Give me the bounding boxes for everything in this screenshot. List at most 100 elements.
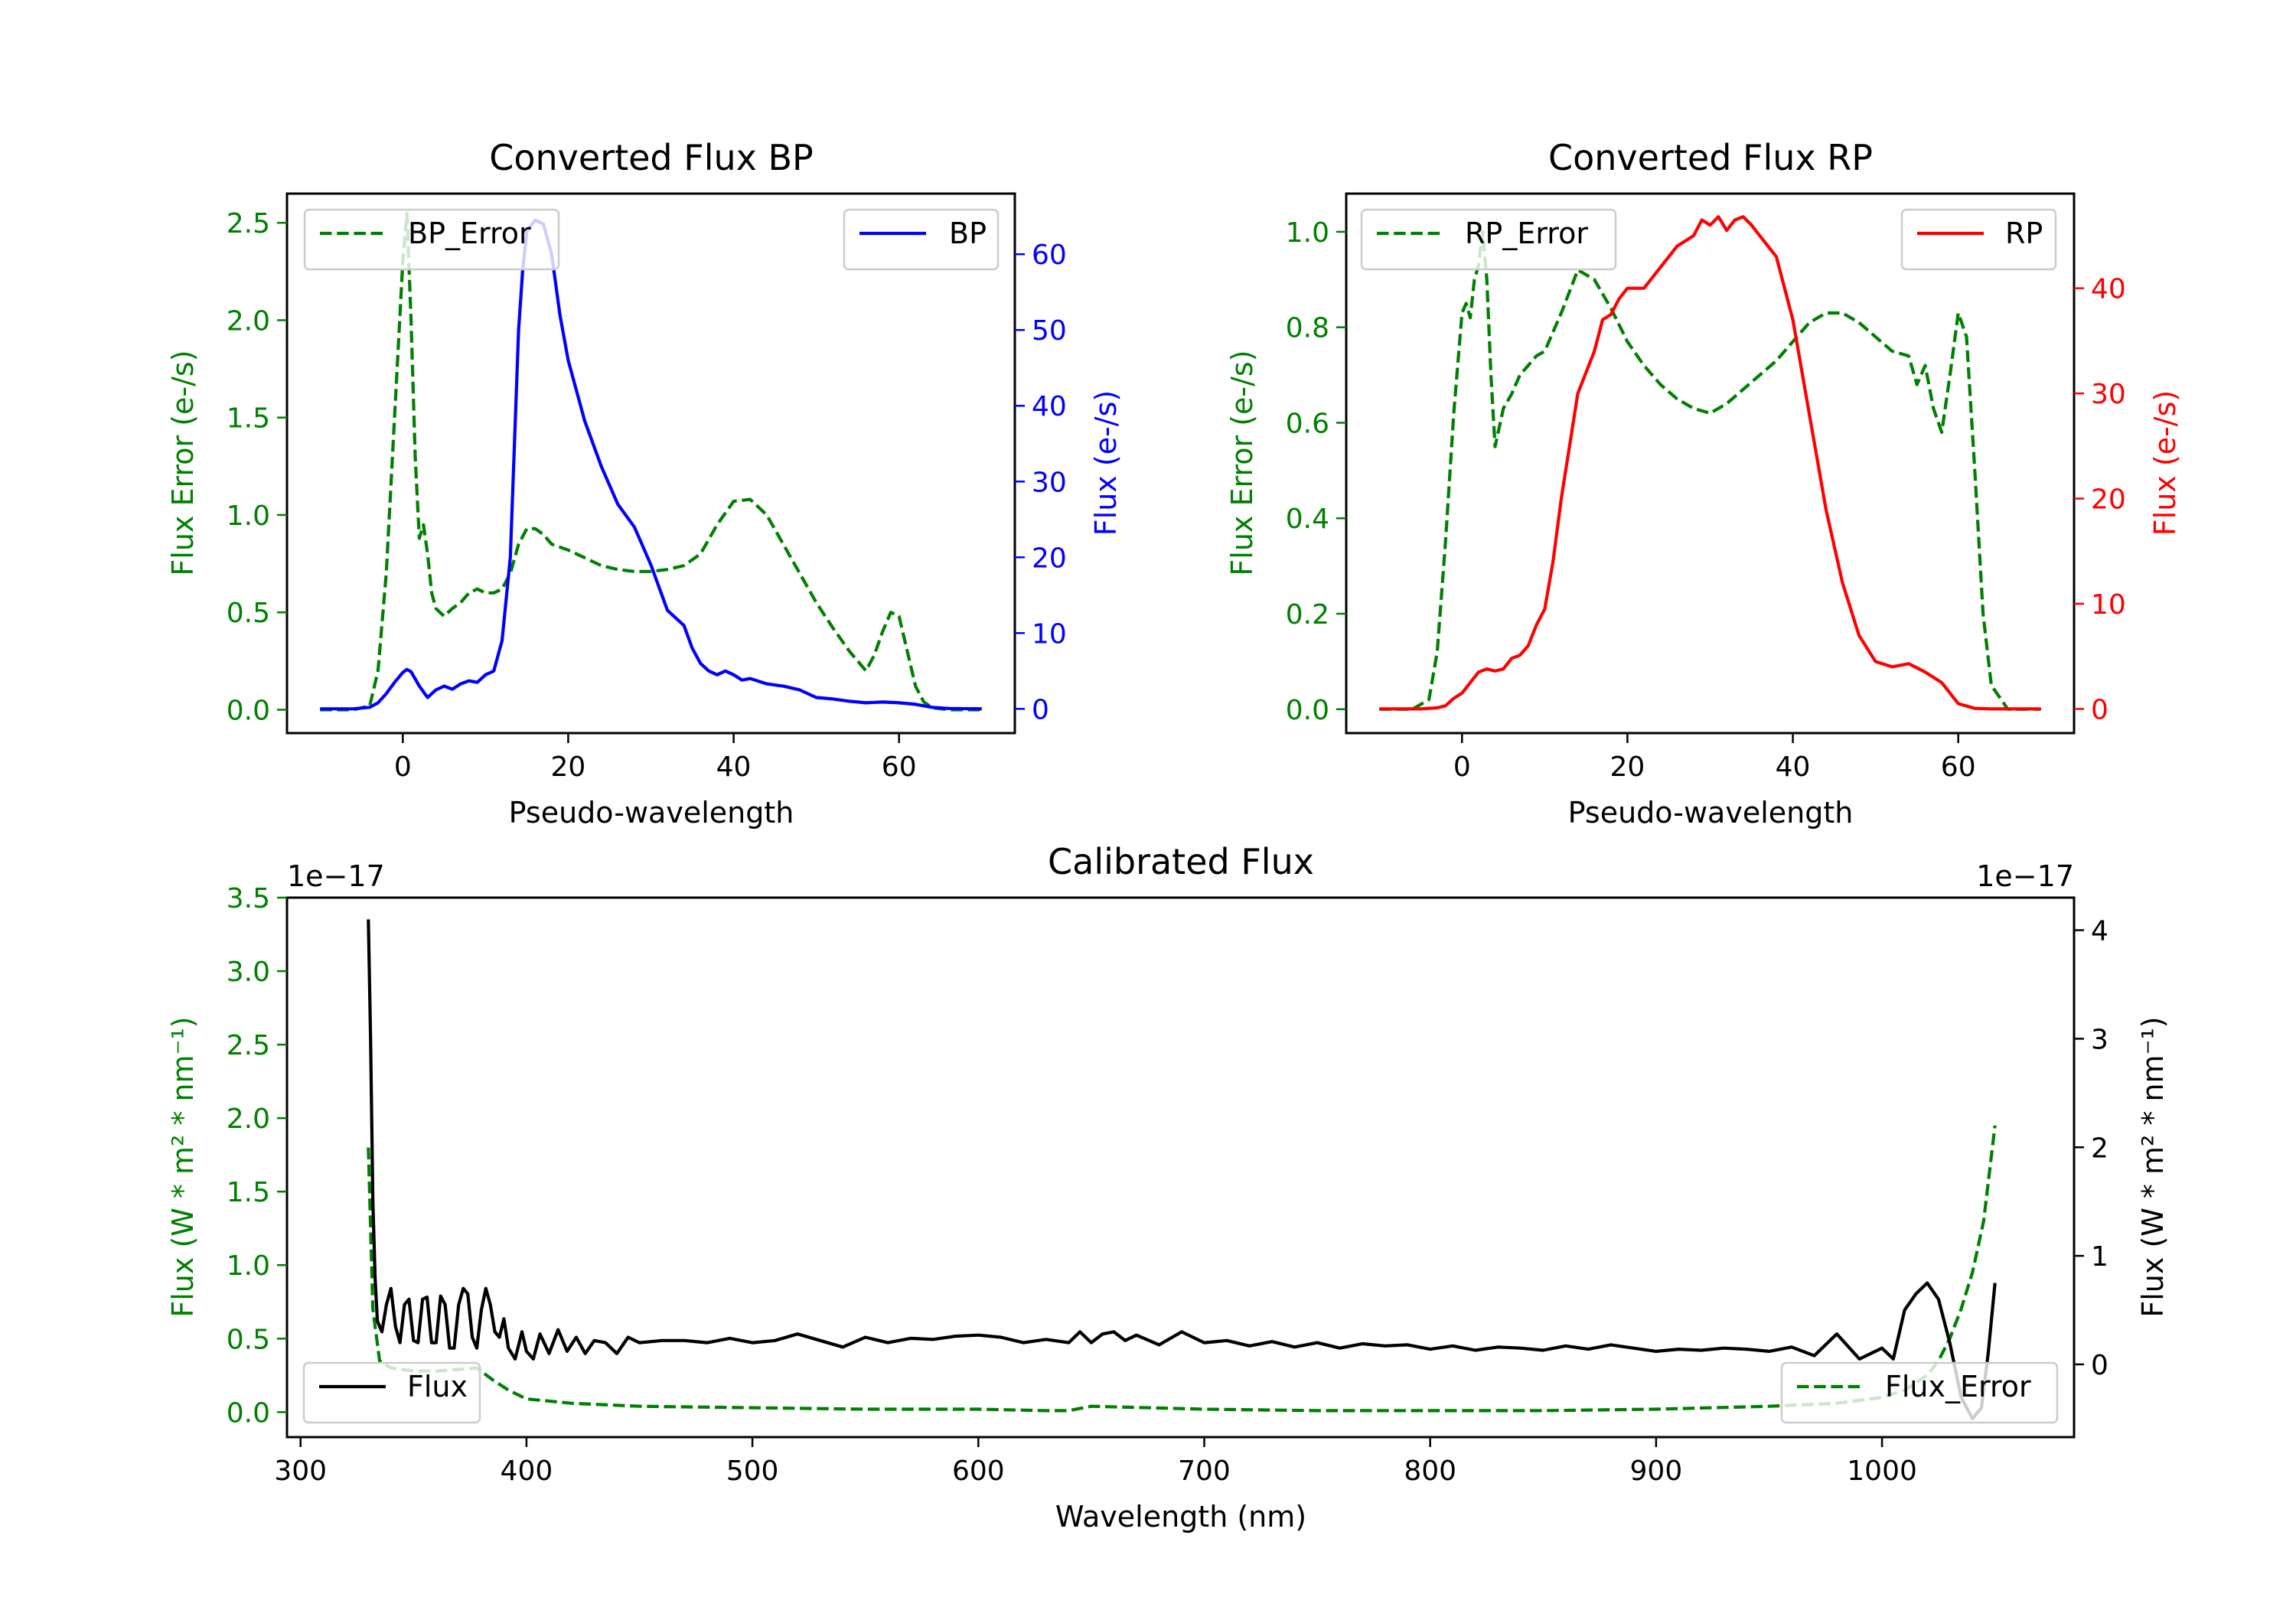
legend-flux-error: Flux_Error — [1780, 1361, 2059, 1424]
y-left-tick-label: 0.4 — [1286, 504, 1329, 535]
y-left-tick-label: 2.0 — [227, 305, 270, 337]
y-axis-right-bp: 0 10 20 30 40 50 60 — [1015, 240, 1067, 725]
y-right-tick-label: 1 — [2091, 1241, 2108, 1273]
x-tick-label: 40 — [716, 751, 752, 783]
y-axis-left-label-calibrated: Flux (W * m² * nm⁻¹) — [166, 1016, 200, 1317]
y-axis-left-bp: 0.0 0.5 1.0 1.5 2.0 2.5 — [227, 208, 287, 726]
y-axis-left-calibrated: 0.0 0.5 1.0 1.5 2.0 2.5 3.0 3.5 — [227, 883, 287, 1429]
y-axis-right-label-calibrated: Flux (W * m² * nm⁻¹) — [2136, 1016, 2170, 1317]
y-axis-left-rp: 0.0 0.2 0.4 0.6 0.8 1.0 — [1286, 217, 1346, 726]
y-left-tick-label: 0.5 — [227, 598, 270, 629]
legend-label-flux: Flux — [407, 1370, 468, 1403]
plot-area-bp — [320, 211, 982, 712]
legend-label-bp: BP — [949, 217, 987, 250]
x-tick-label: 60 — [1941, 751, 1976, 783]
y-left-tick-label: 0.0 — [1286, 695, 1329, 726]
legend-box-rp — [1900, 208, 2057, 271]
x-tick-label: 400 — [501, 1455, 553, 1487]
y-axis-right-calibrated: 0 1 2 3 4 — [2074, 916, 2108, 1381]
y-right-tick-label: 2 — [2091, 1133, 2108, 1164]
y-left-tick-label: 1.0 — [1286, 217, 1329, 249]
y-right-tick-label: 0 — [2091, 1350, 2108, 1381]
y-right-tick-label: 3 — [2091, 1024, 2108, 1055]
y-left-tick-label: 1.0 — [227, 500, 270, 532]
legend-bp: BP — [843, 208, 1000, 271]
x-axis-label-rp: Pseudo-wavelength — [1568, 796, 1854, 830]
y-right-tick-label: 0 — [2091, 694, 2108, 725]
x-tick-label: 60 — [882, 751, 917, 783]
axes-frame-calibrated — [285, 896, 2076, 1439]
legend-label-rp: RP — [2005, 217, 2043, 250]
y-left-tick-label: 3.5 — [227, 883, 270, 914]
y-right-tick-label: 40 — [1032, 391, 1067, 422]
x-tick-label: 500 — [726, 1455, 779, 1487]
legend-flux: Flux — [302, 1361, 481, 1424]
y-right-tick-label: 20 — [2091, 484, 2126, 516]
x-axis-calibrated: 300 400 500 600 700 800 900 1000 — [274, 1437, 1917, 1487]
x-axis-label-bp: Pseudo-wavelength — [509, 796, 794, 830]
title-bp: Converted Flux BP — [489, 137, 814, 178]
axes-frame-rp — [1345, 192, 2076, 735]
series-rp-line — [1379, 215, 2041, 711]
y-left-tick-label: 1.5 — [227, 403, 270, 435]
y-axis-left-label-rp: Flux Error (e-/s) — [1225, 350, 1259, 575]
panel-rp: Converted Flux RP 0 20 40 60 0.00.20.40.60.… — [1225, 137, 2182, 830]
title-calibrated: Calibrated Flux — [1048, 841, 1314, 882]
x-axis-label-calibrated: Wavelength (nm) — [1055, 1500, 1306, 1534]
legend-bp-error: BP_Error — [303, 208, 560, 271]
legend-box-flux-error — [1780, 1361, 2059, 1424]
y-left-tick-label: 2.0 — [227, 1103, 270, 1135]
y-right-tick-label: 40 — [2091, 274, 2126, 305]
x-axis-bp: 0 20 40 60 — [394, 733, 917, 783]
offset-right-calibrated: 1e−17 — [1976, 859, 2074, 893]
title-rp: Converted Flux RP — [1548, 137, 1873, 178]
y-right-tick-label: 4 — [2091, 916, 2108, 947]
x-tick-label: 900 — [1630, 1455, 1683, 1487]
y-left-tick-label: 0.5 — [227, 1324, 270, 1355]
y-right-tick-label: 30 — [1032, 467, 1067, 498]
legend-box-bp-error — [303, 208, 560, 271]
legend-rp-error: RP_Error — [1360, 208, 1617, 271]
y-left-tick-label: 1.0 — [227, 1250, 270, 1282]
x-tick-label: 1000 — [1847, 1455, 1917, 1487]
legend-box-bp — [843, 208, 1000, 271]
legend-box-rp-error — [1360, 208, 1617, 271]
x-tick-label: 600 — [952, 1455, 1005, 1487]
series-bp-line — [320, 218, 982, 711]
y-left-tick-label: 0.6 — [1286, 408, 1329, 439]
legend-label-flux-error: Flux_Error — [1885, 1370, 2031, 1403]
plot-area-rp — [1379, 215, 2041, 711]
panel-calibrated: Calibrated Flux 300 400 500 600 700 800 900 100… — [166, 841, 2170, 1534]
offset-left-calibrated: 1e−17 — [287, 859, 385, 893]
x-tick-label: 40 — [1776, 751, 1811, 783]
y-right-tick-label: 30 — [2091, 379, 2126, 410]
x-tick-label: 300 — [274, 1455, 327, 1487]
y-right-tick-label: 60 — [1032, 240, 1067, 271]
x-tick-label: 800 — [1404, 1455, 1456, 1487]
legend-label-bp-error: BP_Error — [408, 217, 531, 250]
series-flux-line — [367, 919, 1997, 1420]
y-left-tick-label: 0.2 — [1286, 599, 1329, 631]
x-tick-label: 20 — [551, 751, 586, 783]
y-left-tick-label: 2.5 — [227, 208, 270, 240]
y-left-tick-label: 3.0 — [227, 957, 270, 988]
y-left-tick-label: 0.0 — [227, 695, 270, 726]
x-tick-label: 0 — [1453, 751, 1471, 783]
series-bp-error-line — [320, 211, 982, 712]
y-left-tick-label: 0.8 — [1286, 313, 1329, 344]
y-left-tick-label: 0.0 — [227, 1397, 270, 1429]
x-tick-label: 700 — [1178, 1455, 1231, 1487]
y-left-tick-label: 1.5 — [227, 1177, 270, 1208]
y-right-tick-label: 50 — [1032, 315, 1067, 347]
x-tick-label: 0 — [394, 751, 412, 783]
y-axis-right-rp: 0 10 20 30 40 — [2074, 274, 2126, 725]
y-right-tick-label: 10 — [1032, 618, 1067, 650]
y-left-tick-label: 2.5 — [227, 1030, 270, 1061]
legend-box-flux — [302, 1361, 481, 1424]
y-axis-right-label-rp: Flux (e-/s) — [2148, 390, 2182, 536]
panel-bp: Converted Flux BP 0 20 40 60 0.0 0.5 1.0 1.5 2.… — [166, 137, 1123, 830]
y-right-tick-label: 0 — [1032, 694, 1049, 725]
x-tick-label: 20 — [1610, 751, 1645, 783]
y-right-tick-label: 10 — [2091, 589, 2126, 621]
